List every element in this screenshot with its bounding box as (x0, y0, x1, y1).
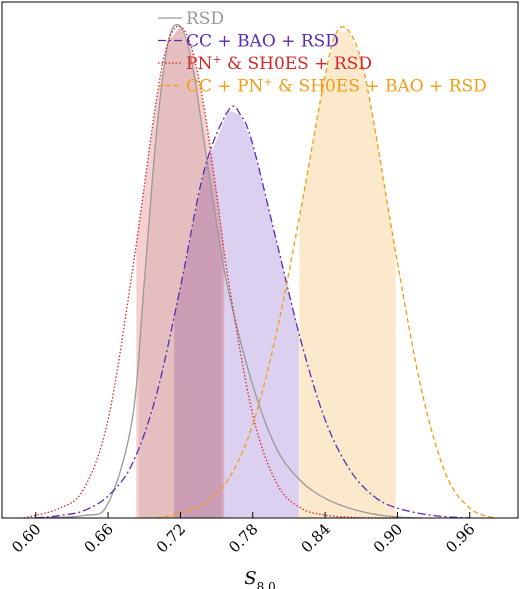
band-pn-sh0es-rsd (136, 26, 225, 518)
x-tick-label: 0.90 (370, 520, 406, 556)
density-curves (23, 23, 495, 519)
x-tick-label: 0.84 (298, 520, 334, 556)
curve-rsd (35, 23, 422, 519)
curve-pn-sh0es-rsd (23, 25, 398, 519)
x-tick-label: 0.66 (81, 520, 117, 556)
legend-label-cc-bao-rsd: CC + BAO + RSD (186, 32, 339, 52)
legend-label-pn-sh0es-rsd: PN+ & SH0ES + RSD (186, 53, 372, 75)
band-cc-bao-rsd (174, 110, 299, 518)
legend-label-rsd: RSD (186, 9, 224, 29)
curve-cc-pn-sh0es-bao-rsd (156, 26, 495, 519)
band-cc-pn-sh0es-bao-rsd (299, 31, 396, 519)
x-axis-label-main: S (244, 568, 256, 589)
x-axis-ticks: 0.60 0.66 0.72 0.78 0.84 0.90 0.96 (8, 512, 479, 556)
confidence-bands (136, 26, 396, 519)
x-axis-label-sub: 8,0 (257, 580, 276, 589)
plot-frame (1, 1, 519, 519)
x-tick-label: 0.72 (153, 520, 189, 556)
x-axis-label: S8,0 (244, 568, 275, 589)
curve-cc-bao-rsd (35, 105, 470, 519)
band-rsd (138, 26, 222, 518)
x-tick-label: 0.78 (225, 520, 261, 556)
legend-label-cc-pn-sh0es-bao-rsd: CC + PN+ & SH0ES + BAO + RSD (186, 75, 487, 97)
x-tick-label: 0.96 (442, 520, 478, 556)
x-tick-label: 0.60 (8, 520, 44, 556)
